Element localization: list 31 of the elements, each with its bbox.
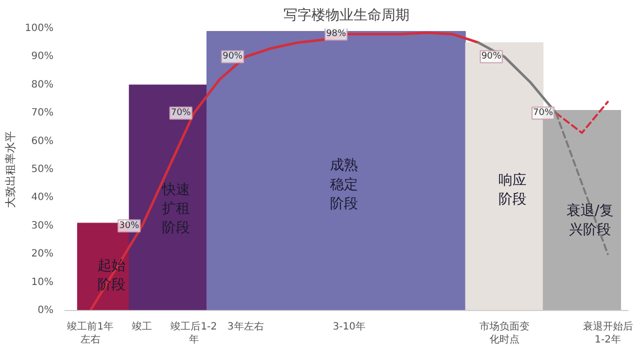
y-tick-label: 0%: [38, 305, 54, 316]
y-tick-label: 40%: [31, 192, 54, 204]
data-label: 90%: [481, 52, 502, 62]
y-tick-label: 80%: [31, 79, 54, 90]
annotation: 响应阶段: [498, 172, 526, 208]
annotation: 成熟稳定阶段: [330, 158, 358, 212]
data-label: 98%: [326, 29, 347, 40]
chart-title: 写字楼物业生命周期: [284, 8, 410, 24]
x-tick-label: 竣工后1-2年: [170, 320, 218, 346]
data-label: 30%: [119, 220, 140, 231]
x-tick-label: 竣工: [132, 320, 152, 332]
y-tick-label: 50%: [31, 164, 54, 175]
data-label: 70%: [170, 108, 192, 118]
y-tick-label: 100%: [24, 23, 54, 34]
y-tick-label: 30%: [31, 220, 54, 232]
y-axis-title: 大致出租率水平: [4, 131, 17, 208]
data-label: 70%: [533, 108, 554, 118]
x-tick-label: 市场负面变化时点: [479, 320, 530, 346]
y-tick-label: 90%: [31, 51, 54, 62]
x-tick-label: 3-10年: [332, 320, 366, 332]
data-label: 90%: [222, 52, 244, 62]
annotation: 衰退/复兴阶段: [566, 202, 614, 238]
y-tick-label: 60%: [31, 136, 54, 147]
y-tick-label: 20%: [31, 248, 54, 260]
x-tick-label: 3年左右: [227, 320, 264, 332]
x-tick-label: 竣工前1年左右: [67, 320, 114, 346]
y-tick-label: 70%: [31, 108, 54, 119]
y-tick-label: 10%: [31, 276, 54, 288]
x-tick-label: 衰退开始后1-2年: [582, 320, 633, 346]
annotation: 起始阶段: [97, 258, 126, 294]
annotation: 快速扩租阶段: [160, 182, 190, 236]
